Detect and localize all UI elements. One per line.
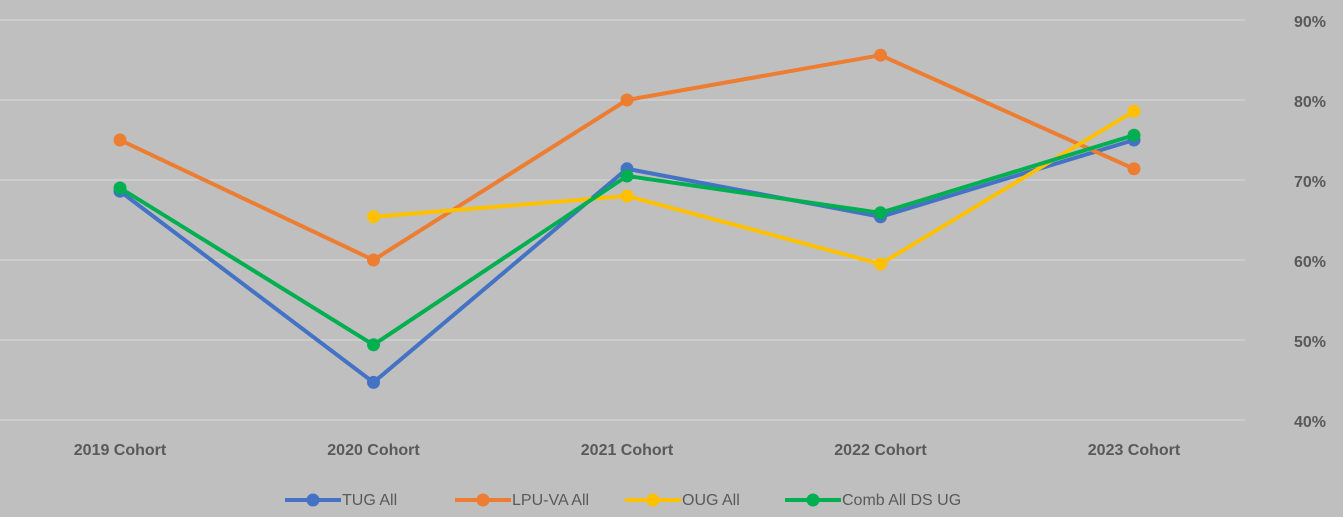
point <box>874 257 887 271</box>
legend-marker <box>646 493 660 507</box>
point <box>620 93 634 107</box>
point <box>113 133 127 147</box>
y-tick-label: 60% <box>1294 254 1326 271</box>
legend-label: LPU-VA All <box>512 492 589 509</box>
point <box>367 210 380 224</box>
x-tick-label: 2021 Cohort <box>581 442 674 459</box>
x-tick-label: 2023 Cohort <box>1088 442 1181 459</box>
legend-marker <box>806 493 820 507</box>
point <box>367 253 380 267</box>
legend-label: TUG All <box>342 492 397 509</box>
y-tick-label: 70% <box>1294 174 1326 191</box>
y-tick-label: 50% <box>1294 334 1326 351</box>
legend-marker <box>476 493 490 507</box>
point <box>1127 128 1141 142</box>
point <box>620 189 634 203</box>
x-tick-label: 2020 Cohort <box>327 442 420 459</box>
y-tick-label: 80% <box>1294 94 1326 111</box>
y-tick-label: 90% <box>1294 14 1326 31</box>
point <box>1127 162 1141 176</box>
point <box>367 338 380 352</box>
legend-label: Comb All DS UG <box>842 492 961 509</box>
x-tick-label: 2022 Cohort <box>834 442 927 459</box>
legend-marker <box>306 493 320 507</box>
legend-label: OUG All <box>682 492 740 509</box>
point <box>367 375 380 389</box>
point <box>874 206 887 220</box>
y-tick-label: 40% <box>1294 414 1326 431</box>
point <box>113 181 127 195</box>
point <box>620 169 634 183</box>
series-line <box>373 109 1136 266</box>
point <box>1127 104 1141 118</box>
x-tick-label: 2019 Cohort <box>74 442 167 459</box>
point <box>874 48 887 62</box>
